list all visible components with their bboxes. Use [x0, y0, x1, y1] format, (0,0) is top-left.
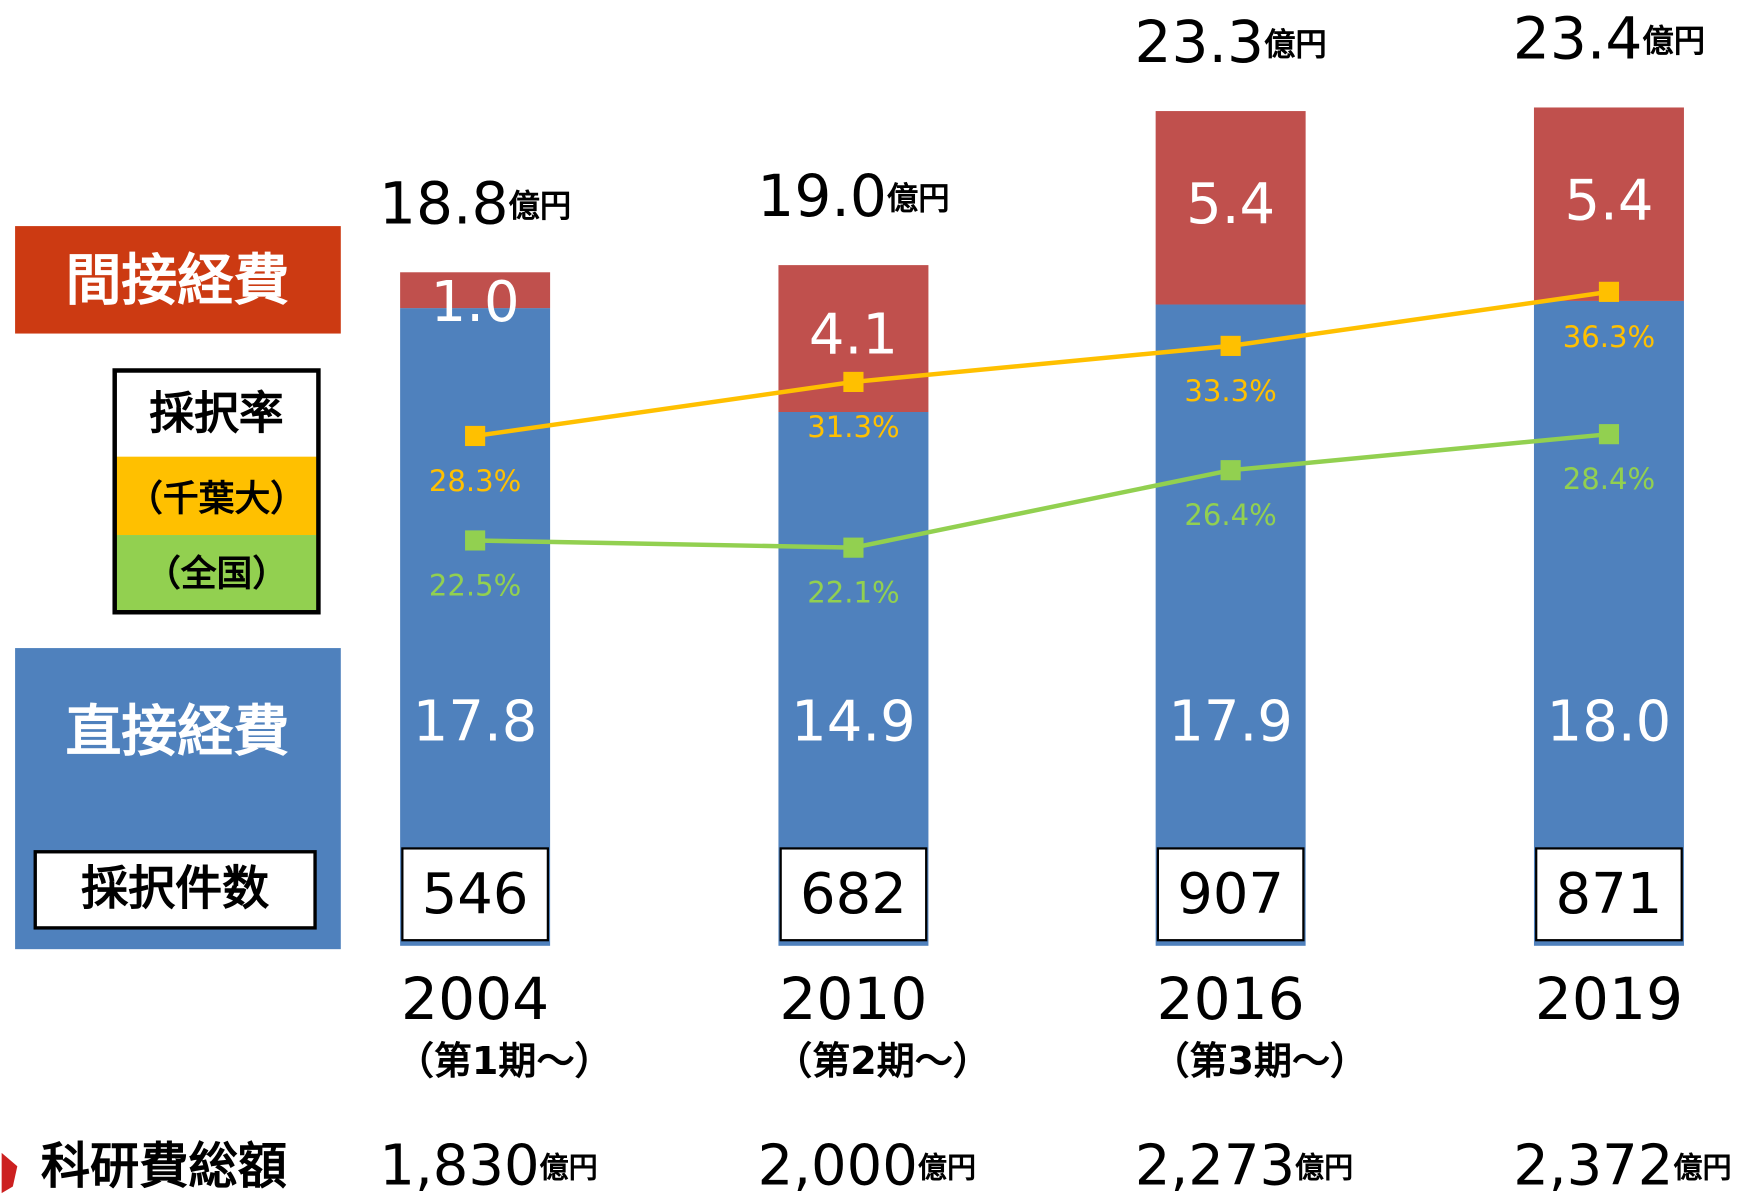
- kakenhi-value-unit: 億円: [1295, 1151, 1353, 1185]
- count-box: [1156, 847, 1305, 942]
- x-tick-label: 2004: [401, 965, 549, 1033]
- bar-value-label: 5.4: [1564, 168, 1653, 233]
- x-tick-note: （第2期～）: [774, 1039, 991, 1083]
- x-tick-label: 2016: [1157, 965, 1305, 1033]
- count-label: 546: [422, 862, 529, 927]
- kakenhi-value-value: 2,273: [1135, 1134, 1295, 1199]
- count-legend-box: [33, 850, 317, 930]
- kakenhi-value-value: 2,000: [758, 1134, 918, 1199]
- total-label-value: 23.4: [1513, 5, 1643, 73]
- rate-marker: [1220, 460, 1241, 481]
- bar-segment: [400, 308, 551, 946]
- total-label: 23.4億円: [1513, 5, 1705, 73]
- total-label-unit: 億円: [887, 181, 950, 217]
- bar-value-label: 17.8: [413, 689, 538, 754]
- total-label: 18.8億円: [379, 169, 571, 237]
- x-tick-label: 2019: [1535, 965, 1683, 1033]
- rate-marker: [1220, 335, 1241, 356]
- rate-legend-national: [114, 535, 319, 613]
- kakenhi-value: 2,273億円: [1135, 1134, 1353, 1199]
- total-label-value: 18.8: [379, 169, 509, 237]
- bar-value-label: 18.0: [1547, 689, 1672, 754]
- rate-label: 22.5%: [429, 568, 521, 602]
- bar-value-label: 5.4: [1186, 172, 1275, 237]
- legend-national: （全国）: [145, 552, 288, 594]
- bar-segment: [400, 272, 551, 309]
- count-box: [401, 847, 549, 942]
- kakenhi-value: 2,000億円: [758, 1134, 976, 1199]
- rate-line: [474, 289, 1610, 439]
- kakenhi-value: 2,372億円: [1513, 1134, 1731, 1199]
- bar-segment: [1155, 111, 1306, 305]
- kakenhi-value-unit: 億円: [540, 1151, 598, 1185]
- count-label: 907: [1177, 862, 1284, 927]
- total-label-unit: 億円: [1642, 24, 1705, 60]
- total-label-value: 19.0: [757, 162, 887, 230]
- rate-legend-border: [112, 368, 321, 615]
- rate-marker: [843, 371, 864, 392]
- rate-label: 31.3%: [807, 410, 899, 444]
- bar-segment: [1533, 107, 1684, 301]
- rate-label: 28.4%: [1563, 462, 1655, 496]
- rate-label: 26.4%: [1184, 498, 1276, 532]
- total-label: 23.3億円: [1135, 8, 1327, 76]
- count-box: [779, 847, 928, 942]
- rate-legend-chiba: [114, 456, 319, 536]
- rate-line: [475, 431, 1610, 550]
- legend-chiba: （千葉大）: [127, 478, 306, 519]
- count-box: [1535, 847, 1683, 942]
- rate-marker: [465, 530, 486, 551]
- rate-label: 33.3%: [1184, 374, 1276, 408]
- rate-label: 28.3%: [429, 464, 521, 498]
- total-label-unit: 億円: [1264, 27, 1327, 63]
- total-label-unit: 億円: [509, 188, 572, 224]
- rate-marker: [843, 537, 864, 558]
- x-tick-note: （第3期～）: [1151, 1039, 1368, 1083]
- bar-segment: [1533, 300, 1684, 946]
- rate-marker: [465, 425, 486, 447]
- x-tick-label: 2010: [779, 965, 927, 1033]
- kakenhi-value-value: 2,372: [1513, 1134, 1673, 1199]
- count-label: 871: [1556, 862, 1663, 927]
- kakenhi-value-value: 1,830: [379, 1134, 539, 1199]
- legend-count: 採択件数: [81, 862, 269, 917]
- bar-segment: [1155, 304, 1306, 946]
- count-label: 682: [800, 862, 907, 927]
- rate-label: 22.1%: [807, 576, 899, 610]
- rate-marker: [1598, 424, 1620, 445]
- bar-value-label: 14.9: [791, 689, 916, 754]
- kakenhi-label: 科研費総額: [41, 1137, 287, 1195]
- legend-direct: 直接経費: [65, 699, 289, 764]
- legend-indirect: 間接経費: [65, 248, 289, 313]
- bar-value-label: 1.0: [431, 270, 520, 335]
- bar-value-label: 17.9: [1168, 689, 1293, 754]
- rate-label: 36.3%: [1563, 320, 1655, 354]
- rate-legend-box: [114, 370, 319, 457]
- x-tick-note: （第1期～）: [396, 1039, 613, 1083]
- legend-rate: 採択率: [149, 386, 283, 439]
- icon: [1, 1152, 18, 1194]
- kakenhi-value: 1,830億円: [379, 1134, 597, 1199]
- total-label-value: 23.3: [1135, 8, 1265, 76]
- kakenhi-value-unit: 億円: [1673, 1151, 1731, 1185]
- total-label: 19.0億円: [757, 162, 949, 230]
- indirect-legend-box: [15, 226, 341, 334]
- kakenhi-value-unit: 億円: [918, 1151, 976, 1185]
- rate-marker: [1598, 281, 1620, 302]
- bar-value-label: 4.1: [809, 303, 898, 368]
